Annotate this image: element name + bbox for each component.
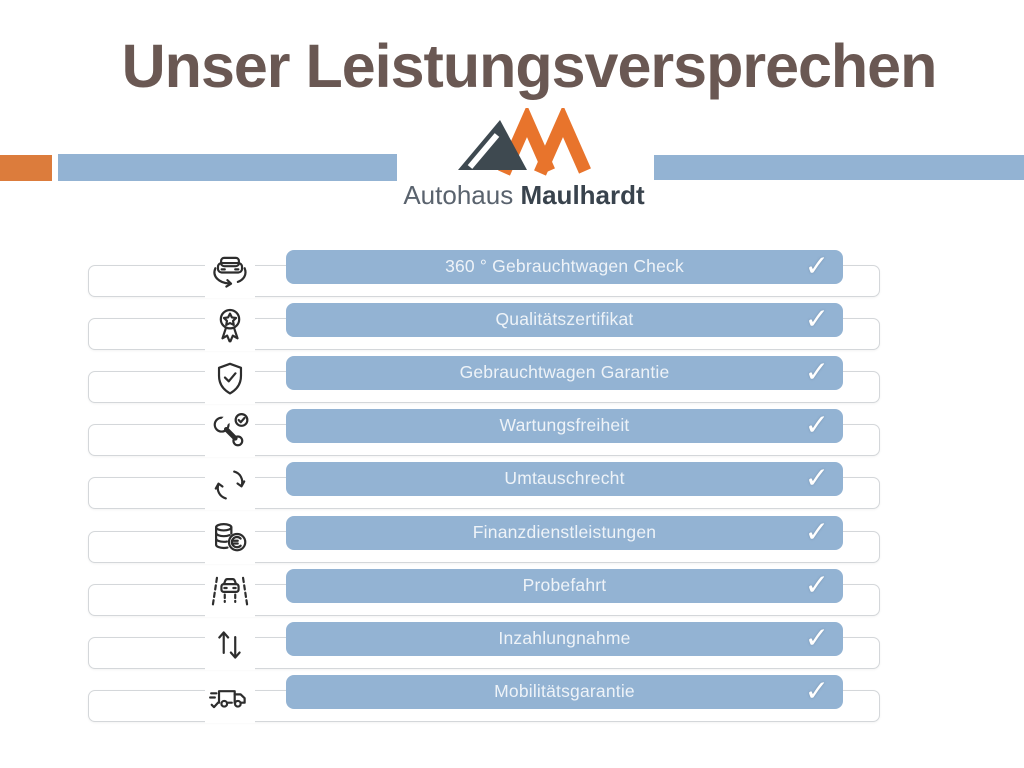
car-360-icon (205, 248, 255, 298)
promise-row: Gebrauchtwagen Garantie ✓ (0, 354, 1024, 406)
promise-bar: Wartungsfreiheit ✓ (286, 409, 843, 443)
decor-blue-bar-right (654, 155, 1024, 180)
decor-blue-bar-left (58, 154, 397, 181)
check-icon: ✓ (804, 407, 829, 442)
trade-in-arrows-icon (205, 620, 255, 670)
autohaus-maulhardt-logo-icon (458, 108, 591, 176)
shield-check-icon (205, 354, 255, 404)
check-icon: ✓ (804, 514, 829, 549)
check-icon: ✓ (804, 567, 829, 602)
brand-surname: Maulhardt (520, 180, 645, 210)
check-icon: ✓ (804, 248, 829, 283)
promise-label: 360 ° Gebrauchtwagen Check (445, 255, 684, 276)
promise-row: Finanzdienstleistungen ✓ (0, 514, 1024, 566)
promise-row: Qualitätszertifikat ✓ (0, 301, 1024, 353)
coins-euro-icon (205, 514, 255, 564)
promise-label: Wartungsfreiheit (499, 414, 630, 435)
promise-bar: Qualitätszertifikat ✓ (286, 303, 843, 337)
promise-row: Mobilitätsgarantie ✓ (0, 673, 1024, 725)
promise-row: 360 ° Gebrauchtwagen Check ✓ (0, 248, 1024, 300)
promise-label: Umtauschrecht (504, 467, 625, 488)
promise-label: Finanzdienstleistungen (472, 521, 657, 542)
promise-row: Umtauschrecht ✓ (0, 460, 1024, 512)
promise-label: Gebrauchtwagen Garantie (459, 361, 670, 382)
promise-bar: Gebrauchtwagen Garantie ✓ (286, 356, 843, 390)
brand-prefix: Autohaus (403, 180, 514, 210)
check-icon: ✓ (804, 673, 829, 708)
promise-bar: Mobilitätsgarantie ✓ (286, 675, 843, 709)
promise-label: Probefahrt (522, 574, 607, 595)
wrench-check-icon (205, 407, 255, 457)
decor-orange-block (0, 155, 52, 181)
promise-row: Wartungsfreiheit ✓ (0, 407, 1024, 459)
brand-name: Autohaus Maulhardt (403, 182, 644, 208)
promise-bar: Finanzdienstleistungen ✓ (286, 516, 843, 550)
promise-label: Inzahlungnahme (498, 627, 631, 648)
promise-label: Qualitätszertifikat (495, 308, 634, 329)
test-drive-car-icon (205, 567, 255, 617)
check-icon: ✓ (804, 354, 829, 389)
check-icon: ✓ (804, 620, 829, 655)
check-icon: ✓ (804, 460, 829, 495)
promise-label: Mobilitätsgarantie (494, 680, 635, 701)
promise-bar: 360 ° Gebrauchtwagen Check ✓ (286, 250, 843, 284)
promise-bar: Umtauschrecht ✓ (286, 462, 843, 496)
check-icon: ✓ (804, 301, 829, 336)
mobility-van-icon (205, 673, 255, 723)
quality-seal-icon (205, 301, 255, 351)
promise-row: Inzahlungnahme ✓ (0, 620, 1024, 672)
exchange-arrows-icon (205, 460, 255, 510)
page-title: Unser Leistungsversprechen (121, 32, 938, 100)
promise-bar: Probefahrt ✓ (286, 569, 843, 603)
promise-bar: Inzahlungnahme ✓ (286, 622, 843, 656)
promise-row: Probefahrt ✓ (0, 567, 1024, 619)
